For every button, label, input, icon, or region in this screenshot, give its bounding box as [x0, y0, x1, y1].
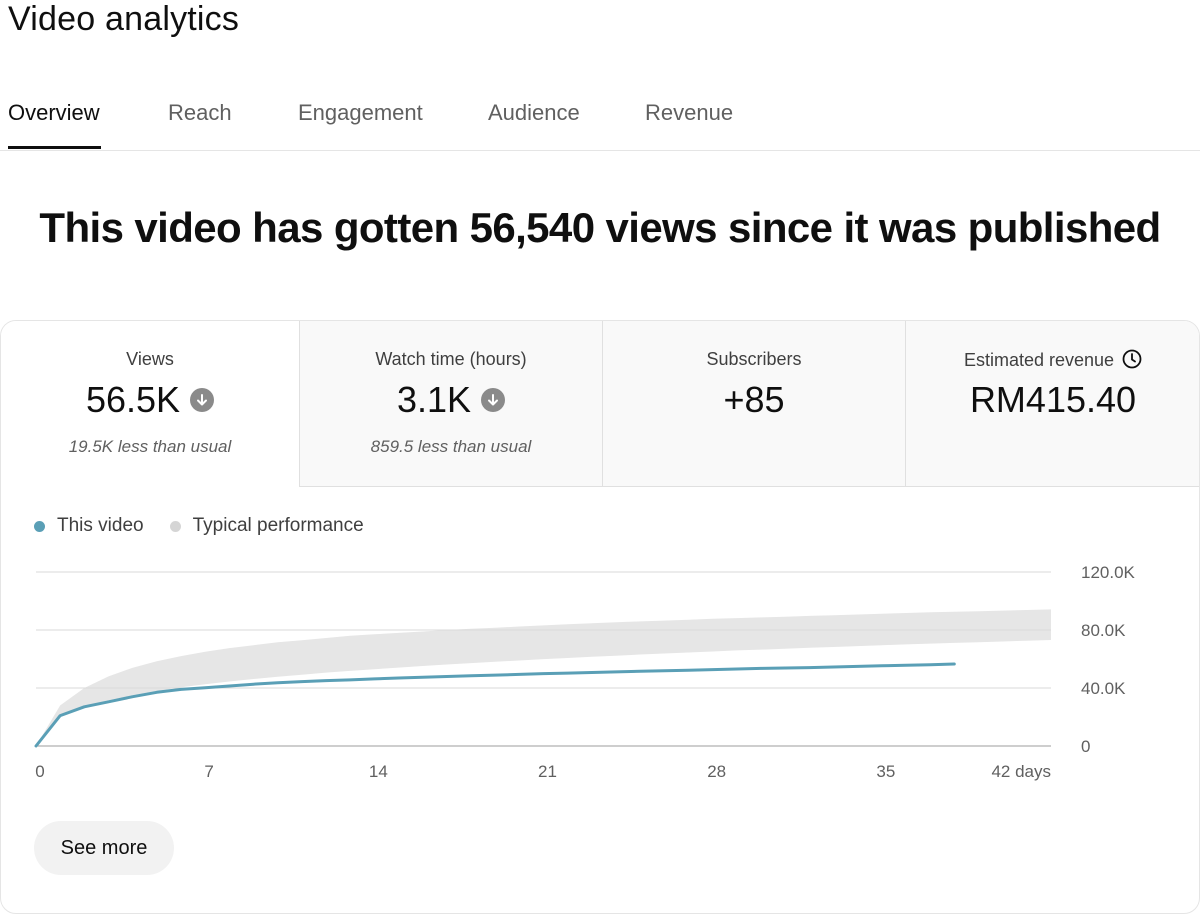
- metric-comparison: 859.5 less than usual: [370, 437, 532, 456]
- metric-views[interactable]: Views 56.5K 19.5K less than usual: [1, 321, 300, 487]
- y-tick-label: 40.0K: [1081, 679, 1126, 698]
- metric-label-text: Estimated revenue: [963, 350, 1115, 370]
- arrow-down-circle-icon: [190, 388, 215, 412]
- see-more-button[interactable]: See more: [34, 821, 174, 875]
- analytics-tabs: Overview Reach Engagement Audience Reven…: [0, 92, 1200, 151]
- legend-dot-typical: [169, 520, 181, 532]
- metric-label: Subscribers: [706, 349, 802, 369]
- legend-typical-performance: Typical performance: [169, 515, 364, 537]
- page-title: Video analytics: [8, 0, 240, 38]
- x-tick-label: 42 days: [991, 762, 1051, 781]
- x-tick-label: 35: [876, 762, 895, 781]
- active-tab-indicator: [8, 146, 101, 149]
- metric-value: +85: [603, 379, 905, 421]
- x-tick-label: 14: [369, 762, 388, 781]
- metric-label: Estimated revenue: [906, 349, 1199, 374]
- tab-reach[interactable]: Reach: [168, 100, 232, 125]
- series-line-this-video: [34, 662, 956, 748]
- overview-card: Views 56.5K 19.5K less than usual Watch …: [0, 320, 1200, 914]
- x-tick-label: 21: [538, 762, 557, 781]
- y-tick-label: 0: [1081, 737, 1090, 756]
- legend-label: This video: [57, 515, 144, 536]
- tab-overview[interactable]: Overview: [8, 100, 100, 125]
- chart-legend: This video Typical performance: [34, 515, 364, 537]
- metric-number: 3.1K: [396, 379, 472, 420]
- legend-label: Typical performance: [192, 515, 364, 536]
- metric-subscribers[interactable]: Subscribers +85: [603, 321, 906, 487]
- metric-value: 3.1K: [300, 379, 602, 421]
- metric-watch-time[interactable]: Watch time (hours) 3.1K 859.5 less than …: [300, 321, 603, 487]
- legend-this-video: This video: [34, 515, 144, 537]
- metric-number: 56.5K: [85, 379, 181, 420]
- metric-estimated-revenue[interactable]: Estimated revenue RM415.40: [906, 321, 1199, 487]
- arrow-down-circle-icon: [481, 388, 506, 412]
- metric-value: RM415.40: [906, 379, 1199, 421]
- tab-audience[interactable]: Audience: [488, 100, 580, 125]
- views-chart[interactable]: 0 40.0K 80.0K 120.0K 0 7 14 21 28 35 42 days: [1, 551, 1200, 781]
- metric-number: RM415.40: [969, 379, 1137, 420]
- metric-value: 56.5K: [1, 379, 299, 421]
- y-tick-label: 120.0K: [1081, 563, 1136, 582]
- metric-number: +85: [723, 379, 785, 420]
- x-tick-label: 0: [35, 762, 44, 781]
- x-tick-label: 7: [204, 762, 213, 781]
- y-tick-label: 80.0K: [1081, 621, 1126, 640]
- metric-comparison: 19.5K less than usual: [68, 437, 232, 456]
- metric-label: Watch time (hours): [375, 349, 527, 369]
- metric-label: Views: [126, 349, 174, 369]
- views-headline: This video has gotten 56,540 views since…: [39, 204, 1161, 251]
- tab-engagement[interactable]: Engagement: [298, 100, 423, 125]
- legend-dot-this-video: [34, 520, 45, 532]
- clock-icon[interactable]: [1122, 349, 1142, 374]
- typical-performance-band: [36, 609, 1051, 746]
- x-tick-label: 28: [707, 762, 726, 781]
- tab-revenue[interactable]: Revenue: [645, 100, 734, 125]
